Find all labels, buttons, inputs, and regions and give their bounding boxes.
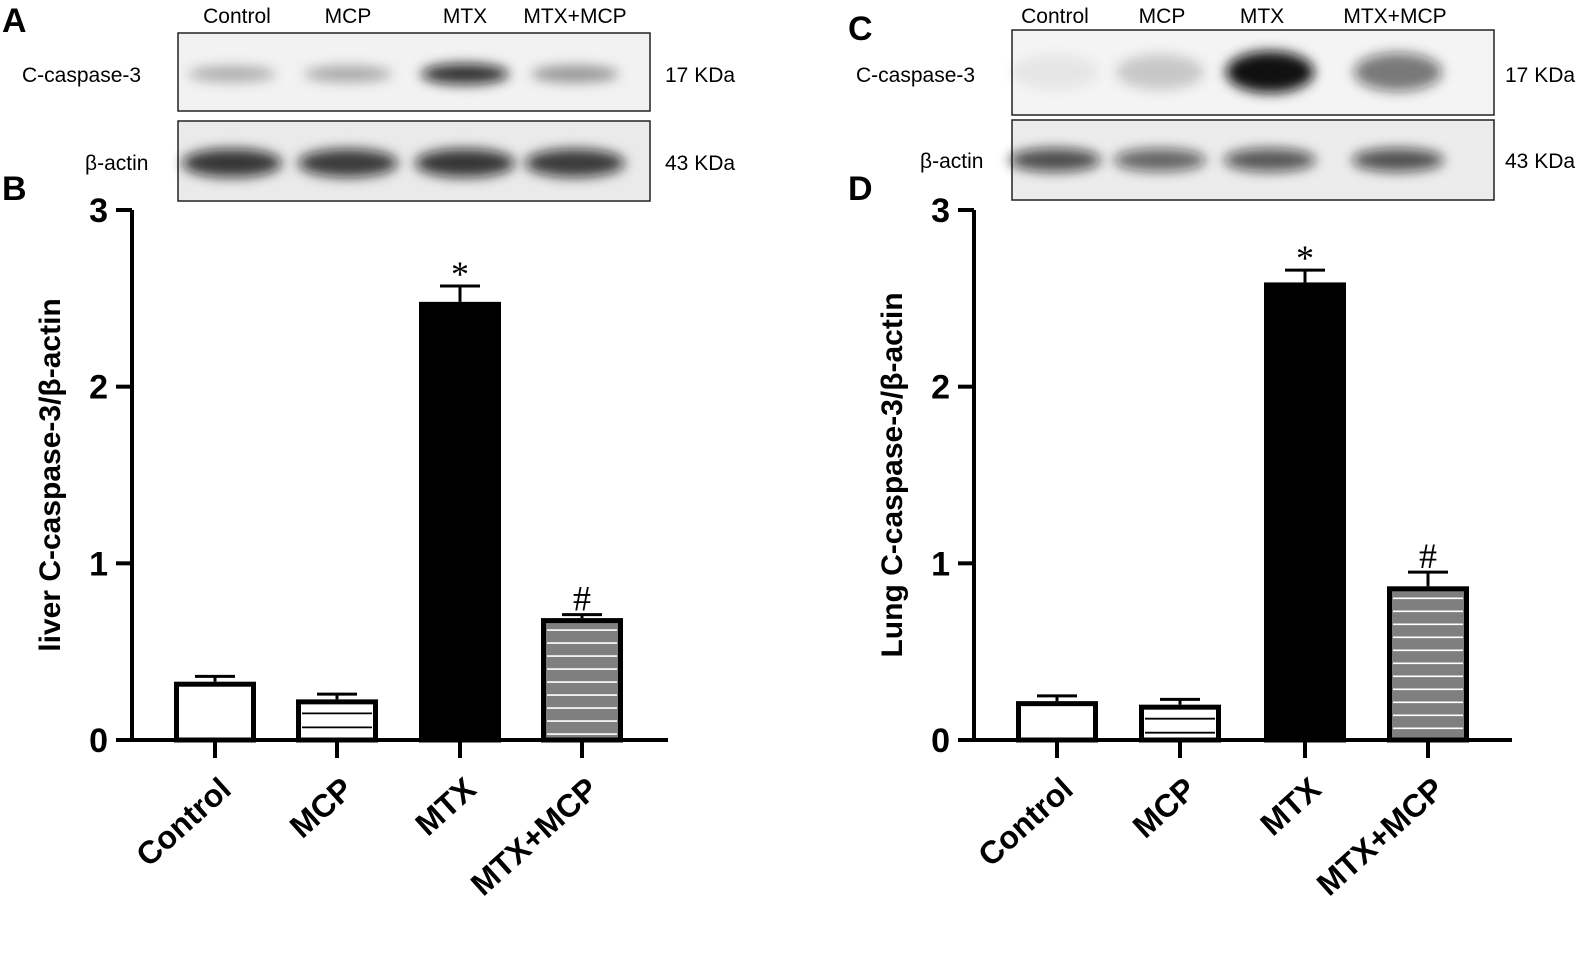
x-category-label-mtx: MTX <box>408 770 483 842</box>
blot-band-mtx-mcp <box>525 148 625 178</box>
bar-mcp <box>1139 704 1221 743</box>
significance-asterisk: * <box>1296 238 1314 278</box>
blot-protein-label-c-caspase-3: C-caspase-3 <box>856 64 975 87</box>
blot-lane-label-mcp: MCP <box>325 5 372 28</box>
bar-group-mtx-mcp <box>541 613 623 743</box>
blot-band-control <box>1011 54 1099 90</box>
blot-protein-label-c-caspase-3: C-caspase-3 <box>22 64 141 87</box>
blot-band-mtx <box>1226 51 1314 93</box>
y-tick-label: 2 <box>931 369 950 407</box>
bar-chart-lung: 0 1 2 3 Lung C-caspase-3/β-actin Control MCP MT… <box>876 192 1512 902</box>
western-blot-liver: Control MCP MTX MTX+MCP C-caspase-3 β-ac… <box>22 5 735 202</box>
blot-bands-c-caspase-3 <box>1011 51 1442 93</box>
blot-lane-label-mtx: MTX <box>443 5 487 28</box>
blot-lane-label-mtx-mcp: MTX+MCP <box>1343 5 1446 28</box>
western-blot-lung: Control MCP MTX MTX+MCP C-caspase-3 β-ac… <box>856 5 1575 201</box>
significance-hash: # <box>1419 536 1437 576</box>
x-category-label-control: Control <box>971 770 1080 873</box>
blot-bands-c-caspase-3 <box>188 63 619 85</box>
panel-letter-a: A <box>2 2 27 40</box>
bar-control <box>1016 701 1098 743</box>
y-tick-label: 1 <box>89 545 108 583</box>
blot-size-label-17kda: 17 KDa <box>665 64 735 87</box>
y-tick-label: 1 <box>931 545 950 583</box>
bar-group-control <box>174 674 256 743</box>
blot-protein-label-beta-actin: β-actin <box>85 152 148 175</box>
blot-size-label-17kda: 17 KDa <box>1505 64 1575 87</box>
blot-band-control <box>1009 148 1101 172</box>
panel-letter-d: D <box>848 170 873 208</box>
bar-group-control <box>1016 694 1098 743</box>
blot-band-control <box>182 148 282 178</box>
blot-band-mtx <box>415 148 515 178</box>
blot-bands-beta-actin <box>182 148 625 178</box>
x-category-label-control: Control <box>129 770 238 873</box>
x-category-label-mtx-mcp: MTX+MCP <box>464 770 605 902</box>
y-tick-label: 0 <box>931 722 950 760</box>
blot-protein-label-beta-actin: β-actin <box>920 150 983 173</box>
blot-band-mcp <box>304 65 392 83</box>
y-axis-label: Lung C-caspase-3/β-actin <box>876 292 909 657</box>
bar-mtx <box>1264 282 1346 743</box>
blot-size-label-43kda: 43 KDa <box>1505 150 1575 173</box>
panel-letter-c: C <box>848 10 873 48</box>
blot-lane-label-mcp: MCP <box>1139 5 1186 28</box>
bar-mcp <box>296 699 378 743</box>
y-tick-label: 3 <box>931 192 950 230</box>
blot-band-mtx <box>1224 148 1316 172</box>
blot-band-mcp <box>1116 54 1204 90</box>
x-category-label-mcp: MCP <box>1126 770 1203 844</box>
bar-group-mcp <box>296 692 378 743</box>
blot-band-control <box>188 65 276 83</box>
x-category-label-mtx: MTX <box>1253 770 1328 842</box>
blot-band-mtx-mcp <box>1352 148 1444 172</box>
blot-lane-label-mtx: MTX <box>1240 5 1284 28</box>
blot-lane-label-control: Control <box>1021 5 1089 28</box>
y-tick-label: 3 <box>89 192 108 230</box>
x-category-label-mtx-mcp: MTX+MCP <box>1310 770 1451 902</box>
blot-lane-label-control: Control <box>203 5 271 28</box>
bar-group-mtx-mcp <box>1387 570 1469 743</box>
bar-control <box>174 681 256 743</box>
bar-chart-liver: 0 1 2 3 liver C-caspase-3/β-actin Control MCP M… <box>34 192 668 902</box>
bar-group-mtx <box>1264 268 1346 743</box>
blot-lane-label-mtx-mcp: MTX+MCP <box>523 5 626 28</box>
blot-band-mcp <box>298 148 398 178</box>
x-category-label-mcp: MCP <box>283 770 360 844</box>
y-tick-label: 2 <box>89 369 108 407</box>
bar-mtx <box>419 301 501 743</box>
panel-letter-b: B <box>2 170 27 208</box>
bar-group-mcp <box>1139 697 1221 743</box>
bar-group-mtx <box>419 284 501 743</box>
y-axis-label: liver C-caspase-3/β-actin <box>34 298 67 651</box>
blot-bands-beta-actin <box>1009 148 1444 172</box>
blot-band-mtx-mcp <box>1354 52 1442 92</box>
y-tick-label: 0 <box>89 722 108 760</box>
bar-mtx-mcp <box>541 618 623 743</box>
significance-asterisk: * <box>451 254 469 294</box>
blot-size-label-43kda: 43 KDa <box>665 152 735 175</box>
blot-band-mtx <box>421 63 509 85</box>
significance-hash: # <box>573 579 591 619</box>
blot-band-mcp <box>1114 148 1206 172</box>
blot-band-mtx-mcp <box>531 65 619 83</box>
